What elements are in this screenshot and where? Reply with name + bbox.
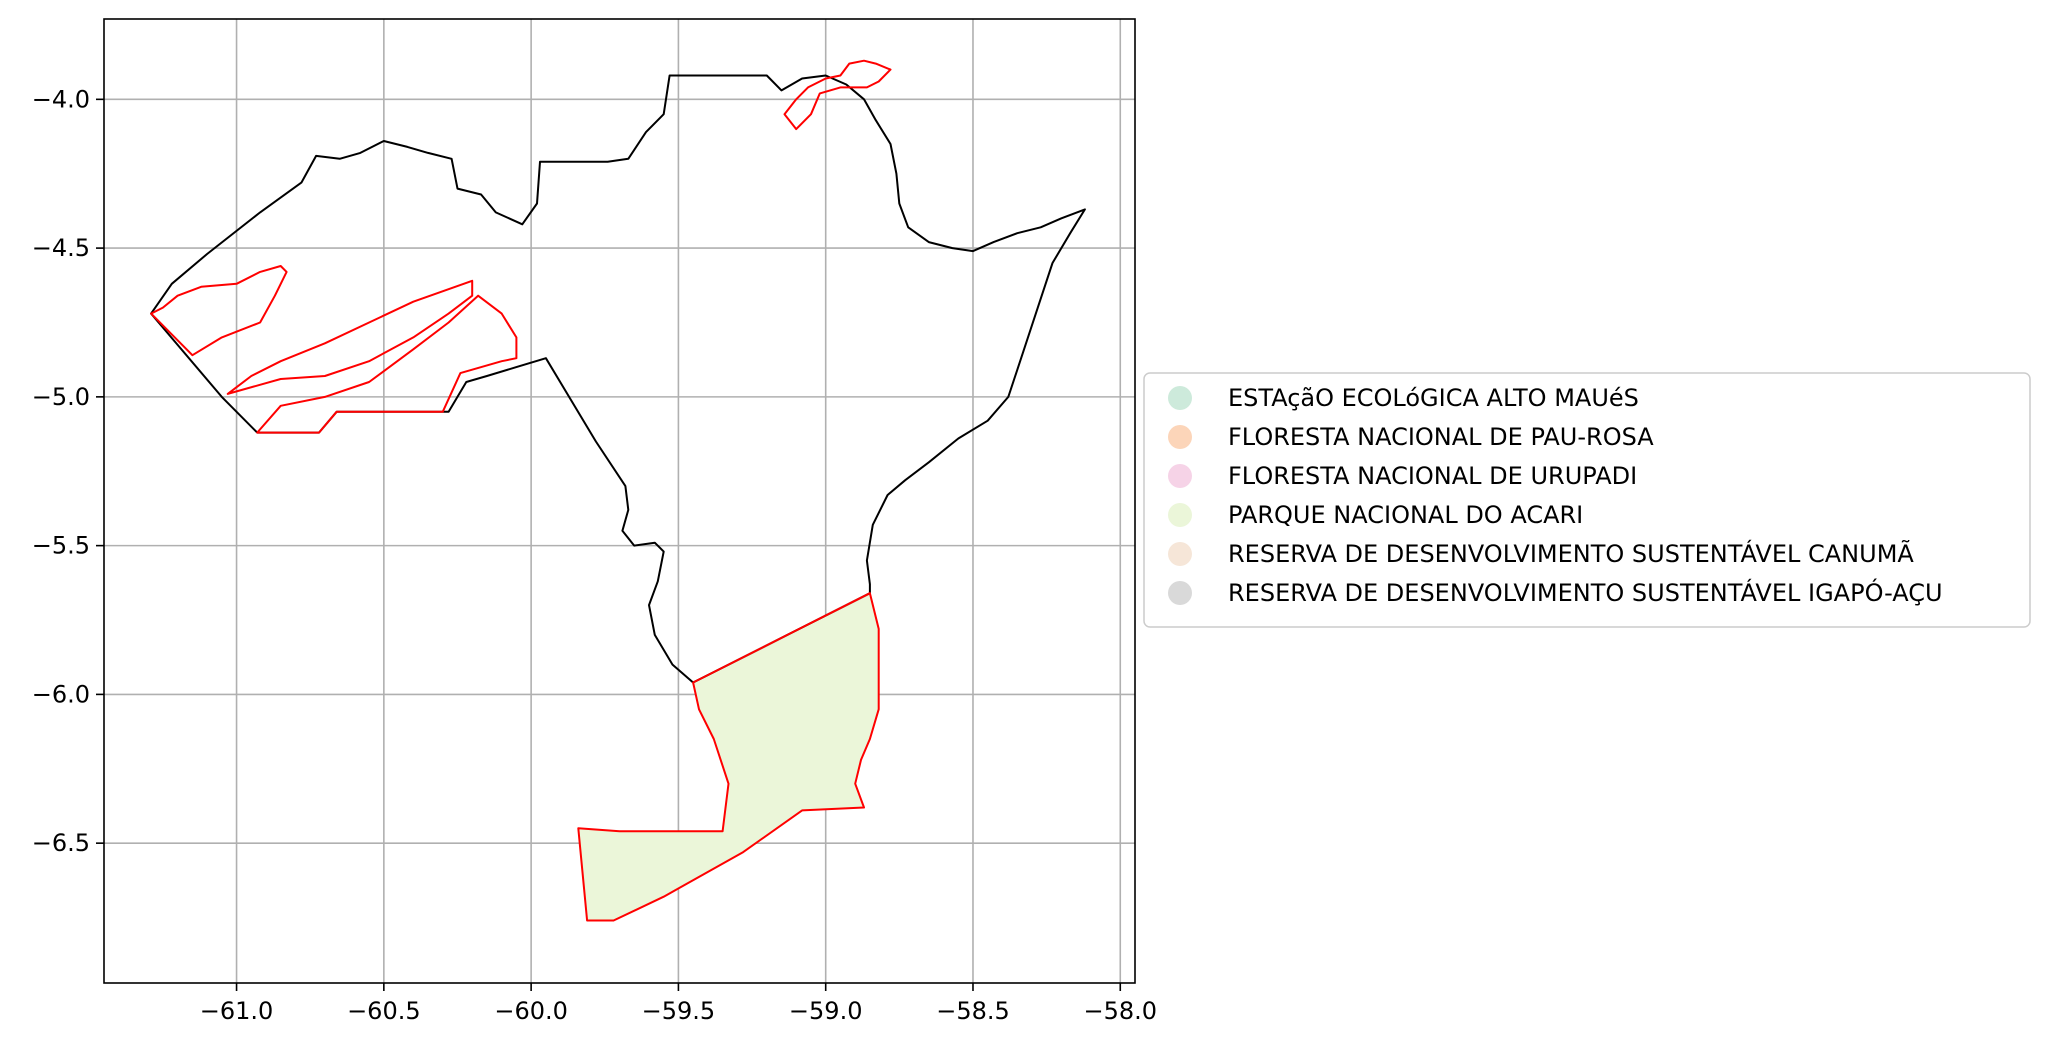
axis-ticks: −61.0 −60.5 −60.0 −59.5 −59.0 −58.5 −58.0 −4.0 −…: [32, 85, 1157, 1025]
x-tick-label: −58.0: [1083, 997, 1157, 1025]
legend-label: RESERVA DE DESENVOLVIMENTO SUSTENTÁVEL C…: [1228, 538, 1914, 568]
boundary-outlines: [150, 59, 1086, 922]
legend: ESTAçãO ECOLóGICA ALTO MAUéS FLORESTA NAC…: [1143, 372, 2031, 628]
legend-label: FLORESTA NACIONAL DE URUPADI: [1228, 462, 1637, 490]
legend-marker: [1168, 464, 1192, 488]
reserve-boundary: [783, 59, 892, 131]
reserve-boundary: [577, 592, 880, 922]
filled-areas: [578, 593, 879, 921]
x-tick-label: −60.5: [347, 997, 421, 1025]
legend-box: [1143, 372, 2031, 628]
legend-label: ESTAçãO ECOLóGICA ALTO MAUéS: [1228, 384, 1639, 412]
legend-label: PARQUE NACIONAL DO ACARI: [1228, 501, 1583, 529]
municipality-boundary: [150, 74, 1086, 684]
legend-marker: [1168, 503, 1192, 527]
y-tick-label: −6.0: [32, 680, 90, 708]
legend-label: RESERVA DE DESENVOLVIMENTO SUSTENTÁVEL I…: [1228, 577, 1943, 607]
legend-marker: [1168, 425, 1192, 449]
y-tick-label: −6.5: [32, 829, 90, 857]
legend-marker: [1168, 386, 1192, 410]
legend-marker: [1168, 581, 1192, 605]
reserve-boundary: [150, 265, 288, 357]
x-tick-label: −60.0: [494, 997, 568, 1025]
legend-marker: [1168, 542, 1192, 566]
x-tick-label: −59.0: [789, 997, 863, 1025]
y-tick-label: −5.0: [32, 383, 90, 411]
y-tick-label: −4.0: [32, 85, 90, 113]
x-tick-label: −58.5: [936, 997, 1010, 1025]
reserve-boundary: [226, 279, 474, 395]
park-fill-area: [578, 593, 879, 921]
reserve-boundary: [256, 294, 518, 434]
y-tick-label: −5.5: [32, 532, 90, 560]
legend-label: FLORESTA NACIONAL DE PAU-ROSA: [1228, 423, 1654, 451]
y-tick-label: −4.5: [32, 234, 90, 262]
x-tick-label: −61.0: [200, 997, 274, 1025]
x-tick-label: −59.5: [642, 997, 716, 1025]
plot-frame: [103, 18, 1136, 984]
